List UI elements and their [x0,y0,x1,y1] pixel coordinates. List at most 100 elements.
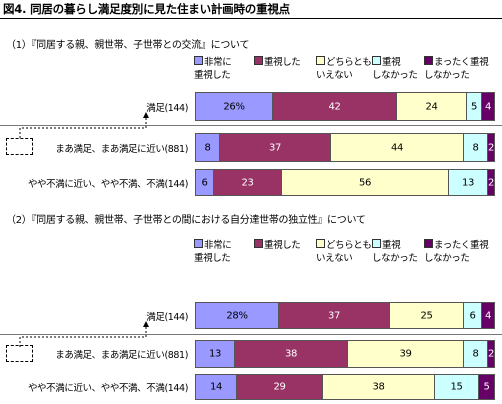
data-label: 42 [328,101,341,112]
bar-segment: 8 [464,341,488,367]
callout-arrow-head [143,321,149,327]
bar-segment: 37 [220,134,331,161]
row-divider [0,125,502,126]
title-underline [0,18,502,19]
legend-item: 非常に 重視した [194,239,232,265]
bar-segment: 38 [323,375,435,399]
bar-segment: 2 [488,134,494,161]
callout-arrow-line [19,116,147,138]
category-label: やや不満に近い、やや不満、不満(144) [27,383,188,394]
legend-label-line1: どちらとも [326,240,372,251]
callout-box [6,138,33,155]
legend-label-line2: いえない [316,253,353,264]
category-label: やや不満に近い、やや不満、不満(144) [27,178,188,190]
bar-segment: 38 [235,341,348,367]
bar-segment: 5 [467,93,482,120]
legend-swatch [194,56,203,65]
callout-arrow [19,321,149,347]
legend-item: 重視した [254,56,301,69]
legend-item: まったく重視 しなかった [424,239,489,265]
data-label: 23 [241,177,254,188]
data-label: 8 [204,142,211,153]
legend: 非常に 重視した 重視した どちらとも いえない 重視 しなかった まったく重視 しなかった [194,56,500,86]
data-label: 8 [472,142,479,153]
bar-segment: 8 [464,134,488,161]
data-label: 26% [223,101,245,112]
bar-segment: 26% [196,93,273,120]
legend-label-line2: しなかった [424,70,470,81]
legend-swatch [372,239,381,248]
legend-label-line2: 重視した [194,70,231,81]
callout-arrow-line [19,325,147,347]
legend-label-line1: どちらとも [326,57,372,68]
legend-label-line1: まったく重視 [434,57,489,68]
bar-segment: 44 [331,134,464,161]
data-label: 24 [425,101,438,112]
data-label: 2 [488,348,495,360]
legend-label-line1: 非常に [204,57,232,68]
legend-item: どちらとも いえない [316,56,372,82]
data-label: 2 [488,177,495,188]
legend-swatch [424,239,433,248]
stacked-bar: 28% 37 25 6 4 [195,302,495,329]
stacked-bar: 26% 42 24 5 4 [195,92,495,121]
chart-title: （2）『同居する親、親世帯、子世帯との間における自分達世帯の独立性』について [6,215,366,226]
bar-segment: 24 [397,93,467,120]
category-label: まあ満足、まあ満足に近い(881) [55,143,188,155]
data-label: 6 [201,177,208,188]
data-label: 29 [273,381,286,393]
legend-label-line1: 重視 [382,57,401,68]
bar-segment: 6 [464,303,482,328]
category-label: まあ満足、まあ満足に近い(881) [55,350,188,361]
data-label: 28% [226,310,248,321]
data-label: 38 [372,381,385,393]
legend-swatch [424,56,433,65]
bar-segment: 15 [435,375,479,399]
bar-segment: 56 [282,170,449,195]
stacked-bar: 14 29 38 15 5 [195,374,495,400]
legend-item: 重視 しなかった [372,239,418,265]
data-label: 14 [209,381,223,393]
legend-swatch [194,239,203,248]
data-label: 2 [488,142,495,153]
bar-segment: 13 [449,170,488,195]
bar-segment: 28% [196,303,279,328]
data-label: 39 [399,348,412,360]
legend-label-line1: 重視した [264,57,301,68]
data-label: 15 [450,381,463,393]
data-label: 38 [284,348,298,360]
bar-segment: 42 [273,93,397,120]
data-label: 5 [470,101,478,112]
bar-segment: 4 [482,303,494,328]
stacked-bar: 8 37 44 8 2 [195,133,495,162]
callout-arrow-head [143,112,149,118]
bar-segment: 13 [196,341,235,367]
data-label: 44 [390,142,404,153]
legend-item: まったく重視しなかった [424,56,489,82]
category-label: 満足(144) [146,311,188,323]
legend-swatch [254,239,263,248]
legend-swatch [316,239,325,248]
bar-segment: 2 [488,170,494,195]
data-label: 13 [461,177,475,188]
data-label: 4 [484,101,492,112]
callout-arrow [19,112,149,138]
legend-label-line1: まったく重視 [434,240,489,251]
figure-title: 図4. 同居の暮らし満足度別に見た住まい計画時の重視点 [3,2,290,16]
data-label: 6 [469,310,476,321]
legend-swatch [372,56,381,65]
data-label: 56 [358,177,372,188]
bar-segment: 39 [348,341,464,367]
bar-segment: 25 [390,303,464,328]
bar-segment: 14 [196,375,237,399]
data-label: 25 [420,310,433,321]
legend-swatch [254,56,263,65]
legend-label-line2: しなかった [372,70,418,81]
bar-segment: 8 [196,134,220,161]
stacked-bar: 13 38 39 8 2 [195,340,495,368]
bar-segment: 2 [488,341,494,367]
row-divider [0,334,502,335]
legend: 非常に 重視した 重視した どちらとも いえない 重視 しなかった まったく重視 しなかった [194,239,500,269]
legend-item: 非常に重視した [194,56,232,82]
bar-segment: 37 [279,303,390,328]
